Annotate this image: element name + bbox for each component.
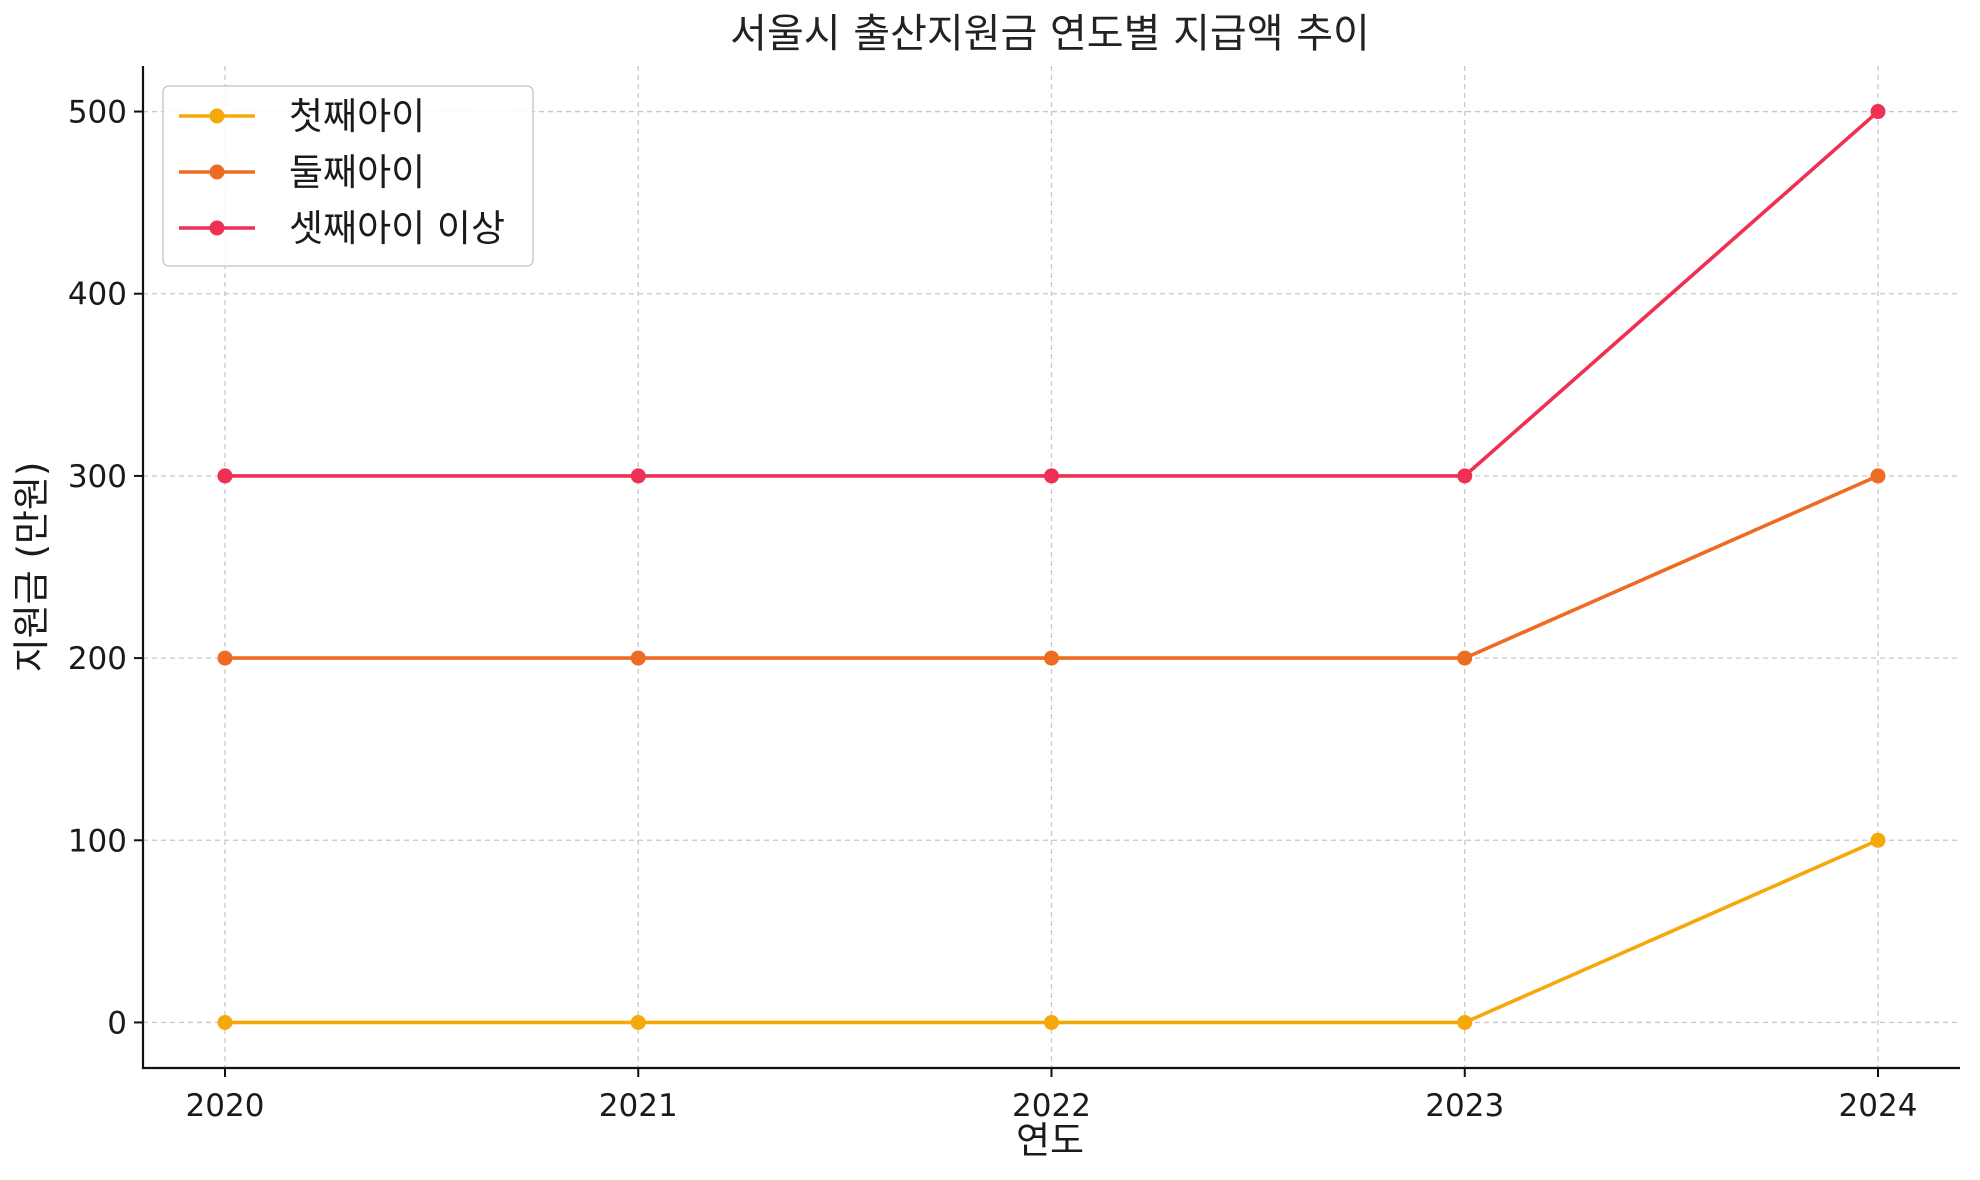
legend-item: 셋째아이 이상 bbox=[179, 207, 505, 250]
data-point bbox=[1457, 1014, 1473, 1030]
series-2 bbox=[217, 468, 1886, 666]
y-tick-label: 500 bbox=[68, 95, 127, 131]
data-point bbox=[1870, 468, 1886, 484]
legend-item: 둘째아이 bbox=[179, 151, 425, 194]
legend-label: 첫째아이 bbox=[289, 95, 425, 138]
data-point bbox=[1044, 650, 1059, 666]
legend-swatch-marker bbox=[209, 108, 225, 124]
chart-title: 서울시 출산지원금 연도별 지급액 추이 bbox=[730, 11, 1370, 57]
tick-labels: 2020 2021 2022 2023 2024 0 100 200 300 400 500 bbox=[68, 95, 1918, 1124]
y-axis-label: 지원금 (만원) bbox=[10, 462, 53, 673]
series-line bbox=[225, 474, 1879, 660]
x-tick-label: 2021 bbox=[599, 1088, 678, 1124]
y-tick-label: 400 bbox=[68, 277, 127, 313]
x-tick-label: 2022 bbox=[1012, 1088, 1091, 1124]
data-point bbox=[1457, 468, 1473, 484]
data-point bbox=[217, 650, 233, 666]
data-point bbox=[1870, 104, 1886, 120]
data-point bbox=[1870, 832, 1886, 848]
data-point bbox=[630, 650, 646, 666]
axis-spines bbox=[141, 66, 1960, 1070]
axes bbox=[134, 66, 1960, 1077]
y-tick-label: 300 bbox=[68, 459, 127, 495]
x-axis-label: 연도 bbox=[1016, 1119, 1084, 1162]
series-3 bbox=[217, 104, 1886, 484]
x-tick-label: 2024 bbox=[1839, 1088, 1918, 1124]
series-1 bbox=[217, 832, 1886, 1030]
y-tick-label: 200 bbox=[68, 641, 127, 677]
data-point bbox=[217, 1014, 233, 1030]
x-tick-label: 2023 bbox=[1425, 1088, 1504, 1124]
y-tick-label: 100 bbox=[68, 823, 127, 859]
data-point bbox=[1044, 468, 1059, 484]
legend-item: 첫째아이 bbox=[179, 95, 425, 138]
legend-swatch-marker bbox=[209, 164, 225, 180]
legend-label: 둘째아이 bbox=[289, 151, 425, 194]
legend-label: 셋째아이 이상 bbox=[289, 207, 505, 250]
legend-frame bbox=[162, 85, 534, 267]
series-layer bbox=[217, 104, 1886, 1030]
legend-swatch-marker bbox=[209, 220, 225, 236]
data-point bbox=[630, 1014, 646, 1030]
data-point bbox=[630, 468, 646, 484]
data-point bbox=[217, 468, 233, 484]
data-point bbox=[1457, 650, 1473, 666]
x-tick-label: 2020 bbox=[186, 1088, 265, 1124]
y-tick-label: 0 bbox=[107, 1005, 127, 1041]
data-point bbox=[1044, 1014, 1059, 1030]
